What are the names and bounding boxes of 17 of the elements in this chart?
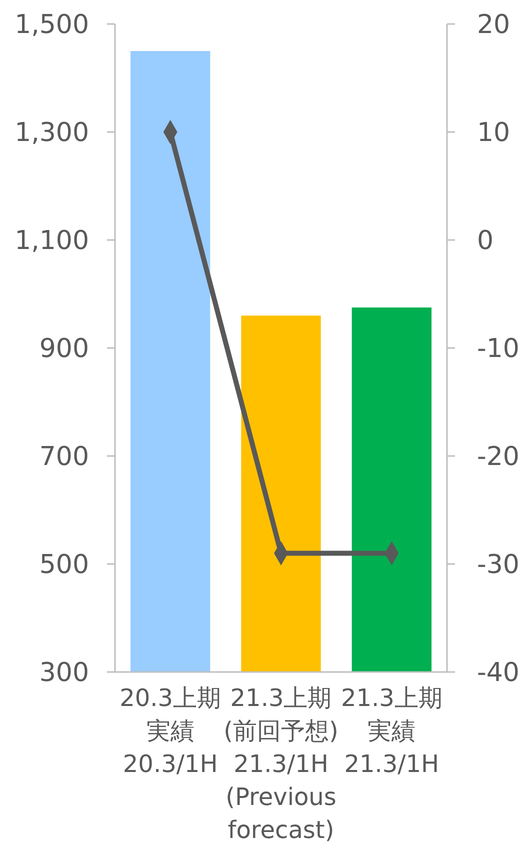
y-tick-label: 1,100	[14, 226, 89, 256]
y-tick-label: 1,500	[14, 10, 89, 40]
y2-tick-label: 0	[477, 226, 494, 256]
y2-tick-label: -30	[477, 550, 520, 580]
x-tick-label: 21.3上期実績 21.3/1H	[340, 684, 442, 778]
y-tick-label: 300	[39, 658, 89, 688]
y2-tick-label: -20	[477, 442, 520, 472]
y-tick-label: 1,300	[14, 118, 89, 148]
x-tick-label: 20.3上期実績 20.3/1H	[120, 684, 222, 778]
y2-tick-label: 10	[477, 118, 510, 148]
y-tick-label: 700	[39, 442, 89, 472]
y2-tick-label: -40	[477, 658, 520, 688]
y-tick-label: 500	[39, 550, 89, 580]
y-tick-label: 900	[39, 334, 89, 364]
y2-tick-label: 20	[477, 10, 510, 40]
x-tick-label: 21.3上期 (前回予想) 21.3/1H (Previous forecast)	[224, 684, 338, 844]
y2-tick-label: -10	[477, 334, 520, 364]
